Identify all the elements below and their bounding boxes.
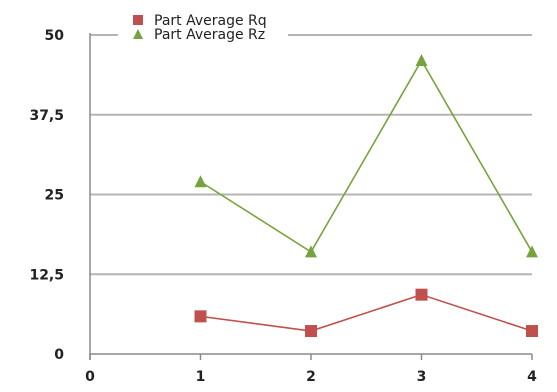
tick-labels: 0 12,5 25 37,5 50 0 1 2 3 4 bbox=[29, 28, 537, 385]
data-point-triangle bbox=[526, 245, 538, 258]
data-point-triangle bbox=[305, 245, 317, 258]
x-tick-label: 2 bbox=[306, 369, 316, 385]
data-point-square bbox=[305, 325, 317, 338]
x-tick-label: 0 bbox=[85, 369, 95, 385]
y-tick-label: 0 bbox=[54, 347, 64, 363]
y-tick-label: 25 bbox=[45, 188, 64, 204]
grid bbox=[90, 34, 532, 276]
x-tick-label: 4 bbox=[527, 369, 537, 385]
data-point-square bbox=[526, 325, 538, 338]
y-tick-label: 50 bbox=[45, 28, 65, 44]
legend-swatch-triangle bbox=[133, 29, 143, 39]
series-line-2 bbox=[200, 58, 533, 254]
legend-swatch-square bbox=[133, 15, 143, 25]
y-tick-label: 37,5 bbox=[29, 108, 64, 124]
x-tick-label: 3 bbox=[417, 369, 427, 385]
series-line-1 bbox=[200, 293, 533, 332]
data-point-triangle bbox=[194, 175, 207, 188]
axes bbox=[89, 33, 533, 360]
data-point-triangle bbox=[415, 54, 428, 67]
y-tick-label: 12,5 bbox=[29, 267, 64, 283]
legend-background bbox=[118, 10, 288, 52]
data-point-square bbox=[415, 288, 428, 301]
data-point-square bbox=[194, 310, 207, 323]
legend-label: Part Average Rq bbox=[154, 13, 267, 29]
legend-label: Part Average Rz bbox=[154, 27, 265, 43]
series bbox=[194, 54, 538, 338]
x-tick-label: 1 bbox=[196, 369, 206, 385]
